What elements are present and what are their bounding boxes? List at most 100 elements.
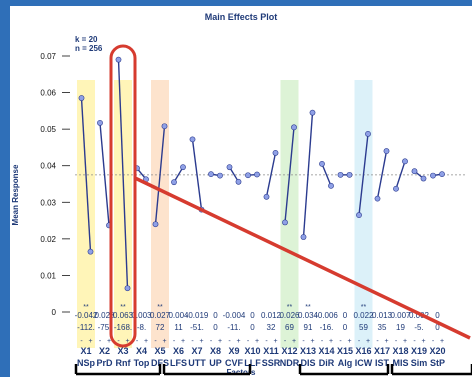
effect-value: -0.019 bbox=[186, 311, 209, 320]
effect-line-x14 bbox=[321, 163, 332, 187]
factor-id: X9 bbox=[228, 346, 239, 356]
point-plus-x15 bbox=[346, 171, 353, 178]
level-minus: - bbox=[358, 338, 361, 345]
factor-name: DFS bbox=[151, 358, 169, 368]
point-minus-x14 bbox=[319, 160, 325, 167]
factor-name: LLF bbox=[244, 358, 261, 368]
rank-value: 0 bbox=[435, 323, 440, 332]
y-tick-label: 0.06 bbox=[40, 89, 56, 98]
effect-line-x12 bbox=[284, 127, 295, 223]
rank-value: 19 bbox=[396, 323, 405, 332]
level-minus: - bbox=[228, 338, 231, 345]
factor-series bbox=[78, 56, 445, 292]
effect-line-x11 bbox=[265, 152, 277, 197]
point-minus-x11 bbox=[263, 193, 270, 200]
y-axis-title: Mean Response bbox=[11, 164, 20, 225]
factor-id: X16 bbox=[355, 346, 371, 356]
point-minus-x19 bbox=[411, 168, 418, 175]
y-tick-label: 0 bbox=[52, 308, 57, 317]
factor-name: LFS bbox=[170, 358, 187, 368]
effect-line-x5 bbox=[154, 126, 166, 225]
point-minus-x7 bbox=[189, 136, 196, 143]
highlight-band-x16 bbox=[354, 80, 373, 348]
effect-value: 0.007 bbox=[390, 311, 411, 320]
level-plus: + bbox=[310, 338, 314, 345]
y-tick-label: 0.01 bbox=[40, 271, 56, 280]
level-minus: - bbox=[284, 338, 287, 345]
factor-name: SSR bbox=[262, 358, 281, 368]
factor-name: StP bbox=[430, 358, 445, 368]
factor-id: X3 bbox=[117, 346, 128, 356]
point-minus-x13 bbox=[300, 234, 307, 240]
y-tick-label: 0.07 bbox=[40, 52, 56, 61]
level-plus: + bbox=[162, 338, 166, 345]
rank-value: -16. bbox=[320, 323, 334, 332]
effect-line-x13 bbox=[302, 112, 314, 238]
point-minus-x5 bbox=[152, 221, 159, 228]
factor-name: DIS bbox=[300, 358, 315, 368]
factor-name: Top bbox=[134, 358, 150, 368]
rank-value: 32 bbox=[267, 323, 276, 332]
point-plus-x14 bbox=[328, 182, 334, 189]
factor-name: Alg bbox=[338, 358, 353, 368]
bottom-bracket bbox=[390, 364, 472, 376]
factor-id: X20 bbox=[429, 346, 445, 356]
x3-highlight-ellipse bbox=[109, 44, 137, 348]
effect-value: -0.042 bbox=[75, 311, 98, 320]
level-minus: - bbox=[173, 338, 176, 345]
level-plus: + bbox=[255, 338, 259, 345]
highlight-band-x12 bbox=[280, 80, 299, 348]
level-plus: + bbox=[347, 338, 351, 345]
rank-value: 72 bbox=[156, 323, 165, 332]
point-minus-x17 bbox=[374, 195, 381, 202]
point-plus-x12 bbox=[291, 124, 297, 131]
level-minus: - bbox=[210, 338, 213, 345]
effect-value: 0.027 bbox=[150, 311, 171, 320]
factor-name: NDR bbox=[280, 358, 300, 368]
level-plus: + bbox=[236, 338, 240, 345]
level-minus: - bbox=[432, 338, 435, 345]
rank-value: -112. bbox=[77, 323, 95, 332]
level-plus: + bbox=[384, 338, 388, 345]
factor-id: X5 bbox=[154, 346, 165, 356]
rank-value: 35 bbox=[378, 323, 387, 332]
factor-id: X4 bbox=[136, 346, 147, 356]
rank-value: 11 bbox=[174, 323, 183, 332]
y-tick-label: 0.05 bbox=[40, 125, 56, 134]
factor-name: Sim bbox=[411, 358, 428, 368]
level-plus: + bbox=[329, 338, 333, 345]
rank-value: 69 bbox=[285, 323, 294, 332]
point-minus-x9 bbox=[226, 164, 233, 171]
effect-line-x6 bbox=[173, 166, 184, 183]
y-tick-label: 0.02 bbox=[40, 235, 56, 244]
rank-value: -8. bbox=[137, 323, 146, 332]
level-plus: + bbox=[421, 338, 425, 345]
rank-value: 0 bbox=[250, 323, 255, 332]
factor-id: X17 bbox=[374, 346, 390, 356]
y-tick-label: 0.04 bbox=[40, 162, 56, 171]
point-minus-x1 bbox=[78, 95, 85, 101]
point-minus-x10 bbox=[245, 172, 251, 179]
significance-stars: ** bbox=[120, 304, 126, 311]
factor-id: X11 bbox=[263, 346, 279, 356]
factor-id: X14 bbox=[318, 346, 334, 356]
factor-name: MIS bbox=[392, 358, 408, 368]
point-plus-x16 bbox=[365, 130, 371, 137]
effect-value: 0.012 bbox=[261, 311, 282, 320]
significance-stars: ** bbox=[287, 304, 293, 311]
effect-line-x3 bbox=[117, 59, 129, 289]
effect-value: 0 bbox=[213, 311, 218, 320]
level-minus: - bbox=[339, 338, 342, 345]
effect-value: 0.022 bbox=[353, 311, 374, 320]
effect-value: -0.006 bbox=[315, 311, 338, 320]
effect-value: 0.063 bbox=[113, 311, 134, 320]
level-plus: + bbox=[181, 338, 185, 345]
factor-name: ICW bbox=[355, 358, 373, 368]
level-minus: - bbox=[247, 338, 250, 345]
level-plus: + bbox=[440, 338, 444, 345]
level-minus: - bbox=[395, 338, 398, 345]
level-plus: + bbox=[125, 338, 129, 345]
